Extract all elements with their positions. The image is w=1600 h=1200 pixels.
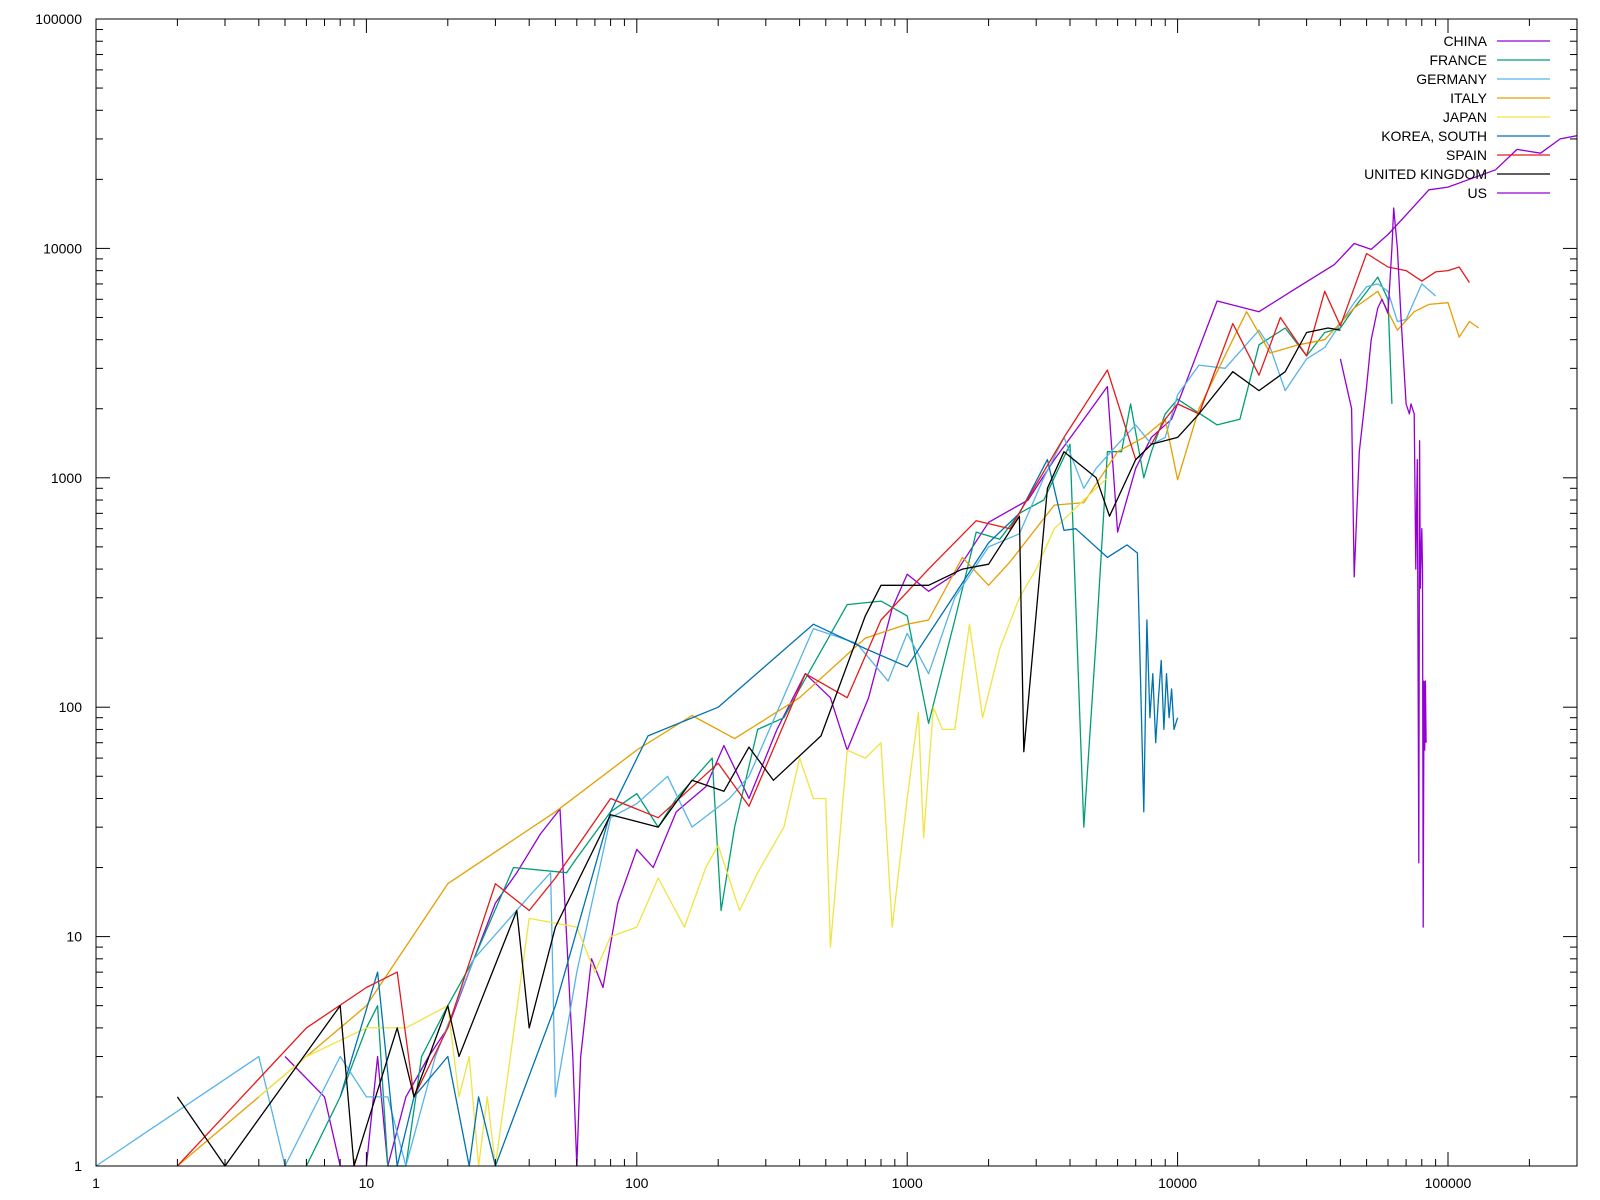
series-line-5 (339, 458, 1179, 1167)
legend-label-6: SPAIN (1446, 147, 1487, 163)
legend-label-7: UNITED KINGDOM (1364, 166, 1487, 182)
legend-label-5: KOREA, SOUTH (1381, 128, 1487, 144)
y-tick-label-1: 10 (66, 929, 82, 945)
ticks-layer: 1 10 100 1000 10000 100000 1 10 100 1000 10000 1000… (35, 11, 1577, 1191)
y-tick-label-4: 10000 (43, 240, 82, 256)
series-layer (95, 135, 1578, 1167)
legend-label-2: GERMANY (1416, 71, 1487, 87)
series-line-4 (258, 477, 1108, 1167)
x-tick-label-2: 100 (625, 1175, 649, 1191)
y-tick-label-3: 1000 (51, 470, 82, 486)
legend-label-1: FRANCE (1429, 52, 1487, 68)
y-tick-label-5: 100000 (35, 11, 82, 27)
x-tick-label-5: 100000 (1425, 1175, 1472, 1191)
legend-label-4: JAPAN (1443, 109, 1487, 125)
legend-label-3: ITALY (1450, 90, 1487, 106)
series-line-0 (284, 135, 1578, 1167)
x-tick-label-3: 1000 (892, 1175, 923, 1191)
legend-label-8: US (1468, 185, 1487, 201)
plot-frame (95, 18, 1578, 1167)
series-line-6 (176, 252, 1470, 1167)
x-tick-label-1: 10 (359, 1175, 375, 1191)
legend-label-0: CHINA (1443, 33, 1487, 49)
x-tick-label-0: 1 (92, 1175, 100, 1191)
y-tick-label-0: 1 (74, 1158, 82, 1174)
series-line-1 (305, 276, 1393, 1167)
series-line-7 (176, 327, 1341, 1167)
legend: CHINA FRANCE GERMANY ITALY JAPAN KOREA, SOUTH… (1364, 33, 1550, 201)
y-tick-label-2: 100 (59, 699, 83, 715)
x-tick-label-4: 10000 (1158, 1175, 1197, 1191)
series-line-8 (1339, 207, 1427, 928)
series-line-3 (176, 290, 1480, 1167)
